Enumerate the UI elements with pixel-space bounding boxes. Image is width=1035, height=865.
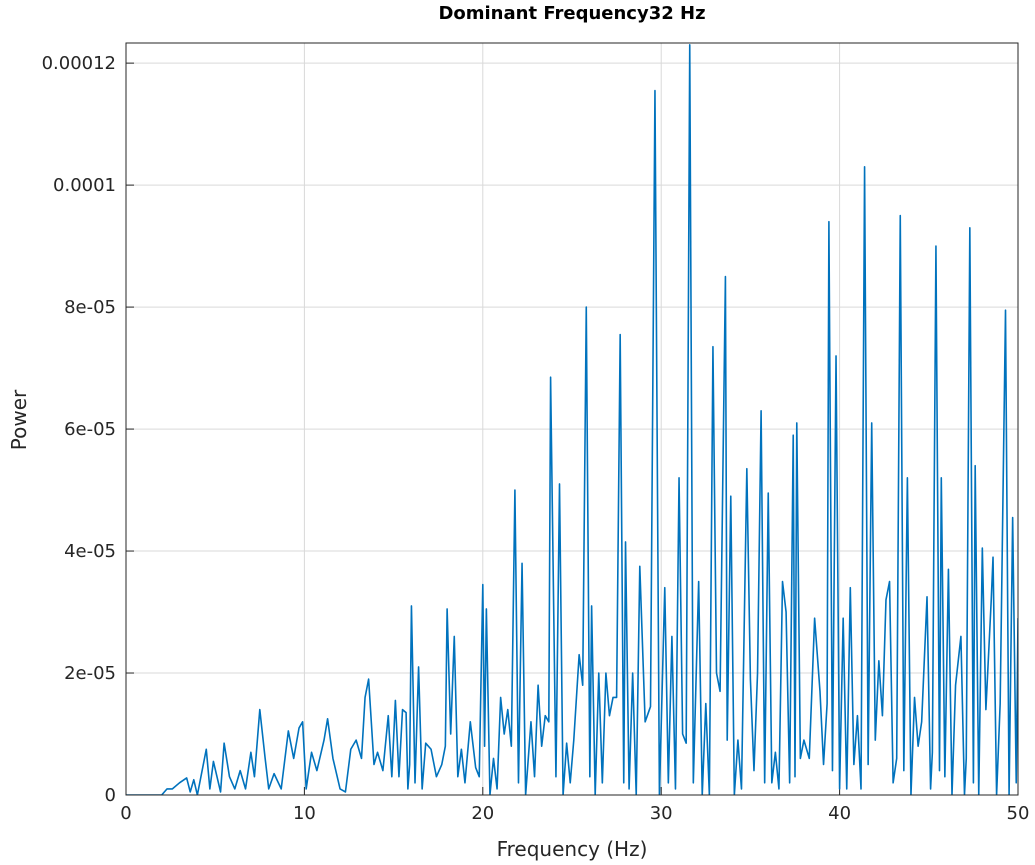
y-tick-label: 0 bbox=[105, 785, 116, 806]
x-tick-label: 0 bbox=[120, 803, 131, 824]
x-tick-label: 30 bbox=[650, 803, 673, 824]
x-tick-label: 20 bbox=[471, 803, 494, 824]
y-tick-label: 2e-05 bbox=[64, 663, 116, 684]
y-tick-label: 4e-05 bbox=[64, 541, 116, 562]
x-axis-label: Frequency (Hz) bbox=[497, 837, 648, 861]
x-tick-label: 10 bbox=[293, 803, 316, 824]
y-tick-label: 6e-05 bbox=[64, 419, 116, 440]
chart-title: Dominant Frequency32 Hz bbox=[438, 3, 705, 24]
x-tick-label: 50 bbox=[1007, 803, 1030, 824]
y-tick-label: 0.0001 bbox=[53, 175, 116, 196]
y-tick-label: 0.00012 bbox=[42, 53, 116, 74]
plot-frame bbox=[125, 42, 1019, 796]
data-line bbox=[126, 44, 1018, 795]
x-tick-label: 40 bbox=[828, 803, 851, 824]
y-tick-label: 8e-05 bbox=[64, 297, 116, 318]
y-axis-label: Power bbox=[7, 389, 31, 450]
